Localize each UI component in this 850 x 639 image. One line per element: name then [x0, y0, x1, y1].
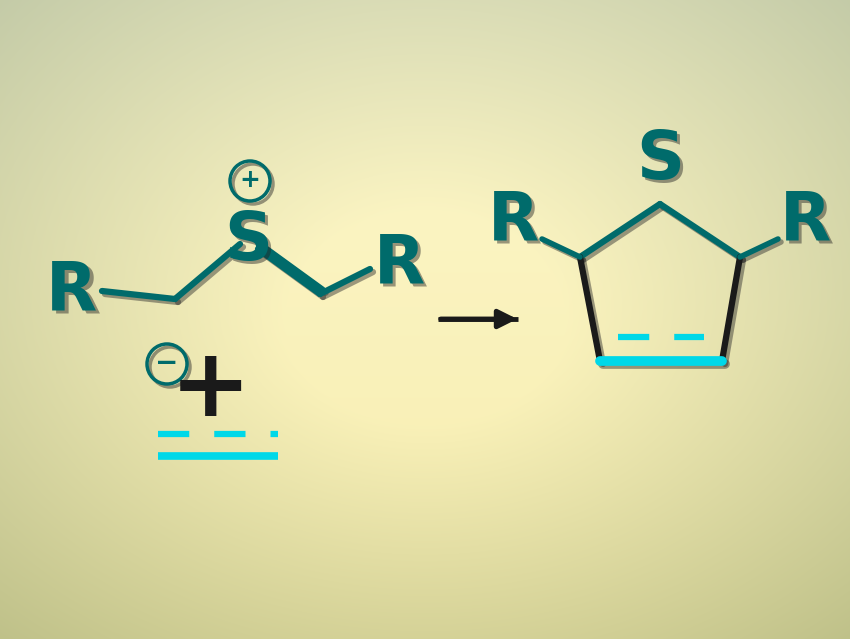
Text: R: R: [49, 261, 100, 327]
Text: +: +: [240, 168, 260, 192]
Text: R: R: [489, 188, 540, 254]
Text: R: R: [784, 191, 835, 257]
Text: R: R: [377, 234, 428, 300]
Text: R: R: [780, 188, 831, 254]
Text: R: R: [491, 191, 542, 257]
Text: S: S: [636, 127, 684, 193]
Text: S: S: [639, 130, 687, 196]
Text: +: +: [169, 343, 251, 436]
Text: R: R: [374, 231, 426, 297]
Text: S: S: [227, 211, 275, 277]
Text: S: S: [224, 208, 272, 274]
Text: −: −: [156, 349, 178, 377]
Text: R: R: [47, 258, 98, 324]
